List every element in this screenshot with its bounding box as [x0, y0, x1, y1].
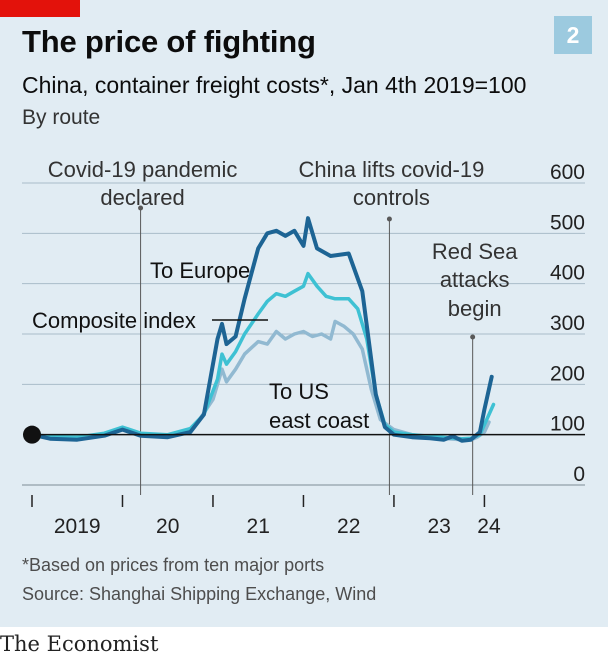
series-line-to-europe	[30, 216, 494, 443]
event-marker-dot	[470, 334, 476, 340]
series-label: Composite index	[32, 308, 196, 333]
chart-subtitle-by-route: By route	[22, 106, 101, 129]
economist-logo-text: The Economist	[0, 632, 159, 656]
series-line-to-us-east-coast	[30, 319, 491, 442]
chart-title: The price of fighting	[22, 24, 316, 59]
x-tick-label: 2019	[54, 515, 101, 538]
series-label: To Europe	[150, 258, 250, 283]
chart-card: The price of fighting 2 China, container…	[0, 0, 608, 627]
y-tick-label: 600	[550, 161, 585, 184]
series-label: To US	[269, 379, 329, 404]
brand-red-tag	[0, 0, 80, 17]
line-chart: Covid-19 pandemic declared China lifts cov…	[22, 157, 585, 538]
event-annotation-text: Red Sea	[432, 239, 518, 264]
event-annotations: Covid-19 pandemic declared China lifts cov…	[48, 157, 518, 495]
baseline-start-dot	[23, 425, 41, 444]
chart-subtitle: China, container freight costs*, Jan 4th…	[22, 72, 527, 98]
x-tick-label: 21	[247, 515, 270, 538]
series-line-composite	[30, 271, 496, 441]
y-tick-label: 200	[550, 362, 585, 385]
chart-source: Source: Shanghai Shipping Exchange, Wind	[22, 584, 377, 604]
chart-footnote: *Based on prices from ten major ports	[22, 555, 325, 575]
y-tick-label: 400	[550, 262, 585, 285]
y-tick-label: 0	[573, 463, 585, 486]
grid-lines	[22, 182, 585, 486]
event-marker-dot	[386, 216, 392, 222]
chart-number-badge: 2	[554, 16, 592, 54]
y-tick-label: 100	[550, 413, 585, 436]
event-annotation-text: attacks	[440, 267, 510, 292]
x-tick-label: 22	[337, 515, 360, 538]
x-tick-label: 20	[156, 515, 179, 538]
series-label: east coast	[269, 408, 369, 433]
x-tick-label: 24	[477, 515, 501, 538]
event-marker-dot	[138, 205, 144, 211]
x-tick-label: 23	[428, 515, 451, 538]
event-annotation-text: China lifts covid-19	[298, 157, 484, 182]
event-annotation-text: declared	[100, 185, 184, 210]
y-tick-label: 500	[550, 211, 585, 234]
axes: 0 100 200 300 400 500 600 2019 20 21 22 23 24	[23, 161, 585, 538]
event-annotation-text: Covid-19 pandemic	[48, 157, 238, 182]
event-annotation-text: controls	[353, 185, 430, 210]
series-labels: To Europe Composite index To US east coast	[32, 258, 369, 433]
y-tick-label: 300	[550, 312, 585, 335]
event-annotation-text: begin	[448, 296, 502, 321]
